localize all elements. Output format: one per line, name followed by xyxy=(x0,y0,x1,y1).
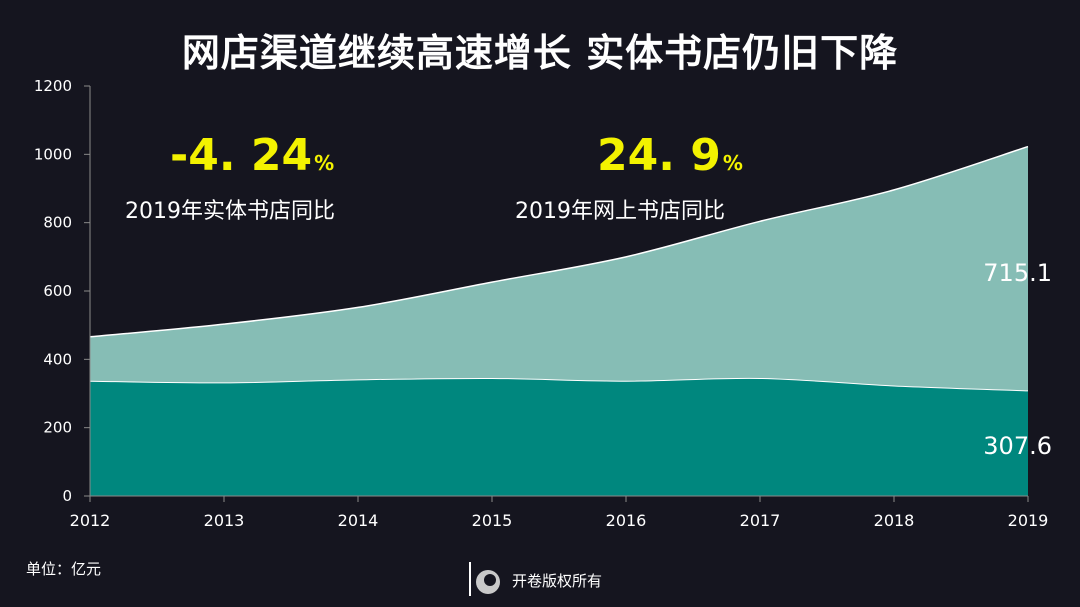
x-tick-label: 2013 xyxy=(204,511,245,530)
x-tick-label: 2016 xyxy=(606,511,647,530)
physical-top-line xyxy=(89,377,1029,392)
x-tick-label: 2015 xyxy=(472,511,513,530)
x-tick-label: 2014 xyxy=(338,511,379,530)
kpi-online-value: 24. 9% xyxy=(597,130,743,181)
y-tick-label: 600 xyxy=(43,282,72,300)
online-area xyxy=(90,146,1028,391)
x-tick-label: 2017 xyxy=(740,511,781,530)
page-title: 网店渠道继续高速增长 实体书店仍旧下降 xyxy=(181,31,899,75)
unit-label: 单位：亿元 xyxy=(26,560,102,578)
physical-area xyxy=(90,378,1028,496)
y-tick-label: 200 xyxy=(43,419,72,437)
data-label-physical-2019: 307.6 xyxy=(983,432,1052,460)
online-top-line xyxy=(89,145,1029,338)
publisher-logo-icon xyxy=(469,562,500,596)
x-tick-label: 2019 xyxy=(1008,511,1049,530)
copyright-text: 开卷版权所有 xyxy=(512,571,603,590)
y-tick-label: 0 xyxy=(62,487,72,505)
y-tick-label: 1200 xyxy=(34,77,72,95)
kpi-physical-label: 2019年实体书店同比 xyxy=(125,199,335,224)
kpi-physical-value: -4. 24% xyxy=(170,130,335,181)
y-tick-label: 800 xyxy=(43,214,72,232)
data-label-online-2019: 715.1 xyxy=(983,259,1052,287)
kpi-online-label: 2019年网上书店同比 xyxy=(515,199,725,224)
kpi-physical-unit: % xyxy=(314,151,335,175)
y-tick-label: 400 xyxy=(43,350,72,368)
copyright: 开卷版权所有 xyxy=(466,560,602,600)
x-tick-label: 2012 xyxy=(70,511,111,530)
kpi-online-unit: % xyxy=(722,151,743,175)
x-tick-label: 2018 xyxy=(874,511,915,530)
y-tick-label: 1000 xyxy=(34,145,72,163)
